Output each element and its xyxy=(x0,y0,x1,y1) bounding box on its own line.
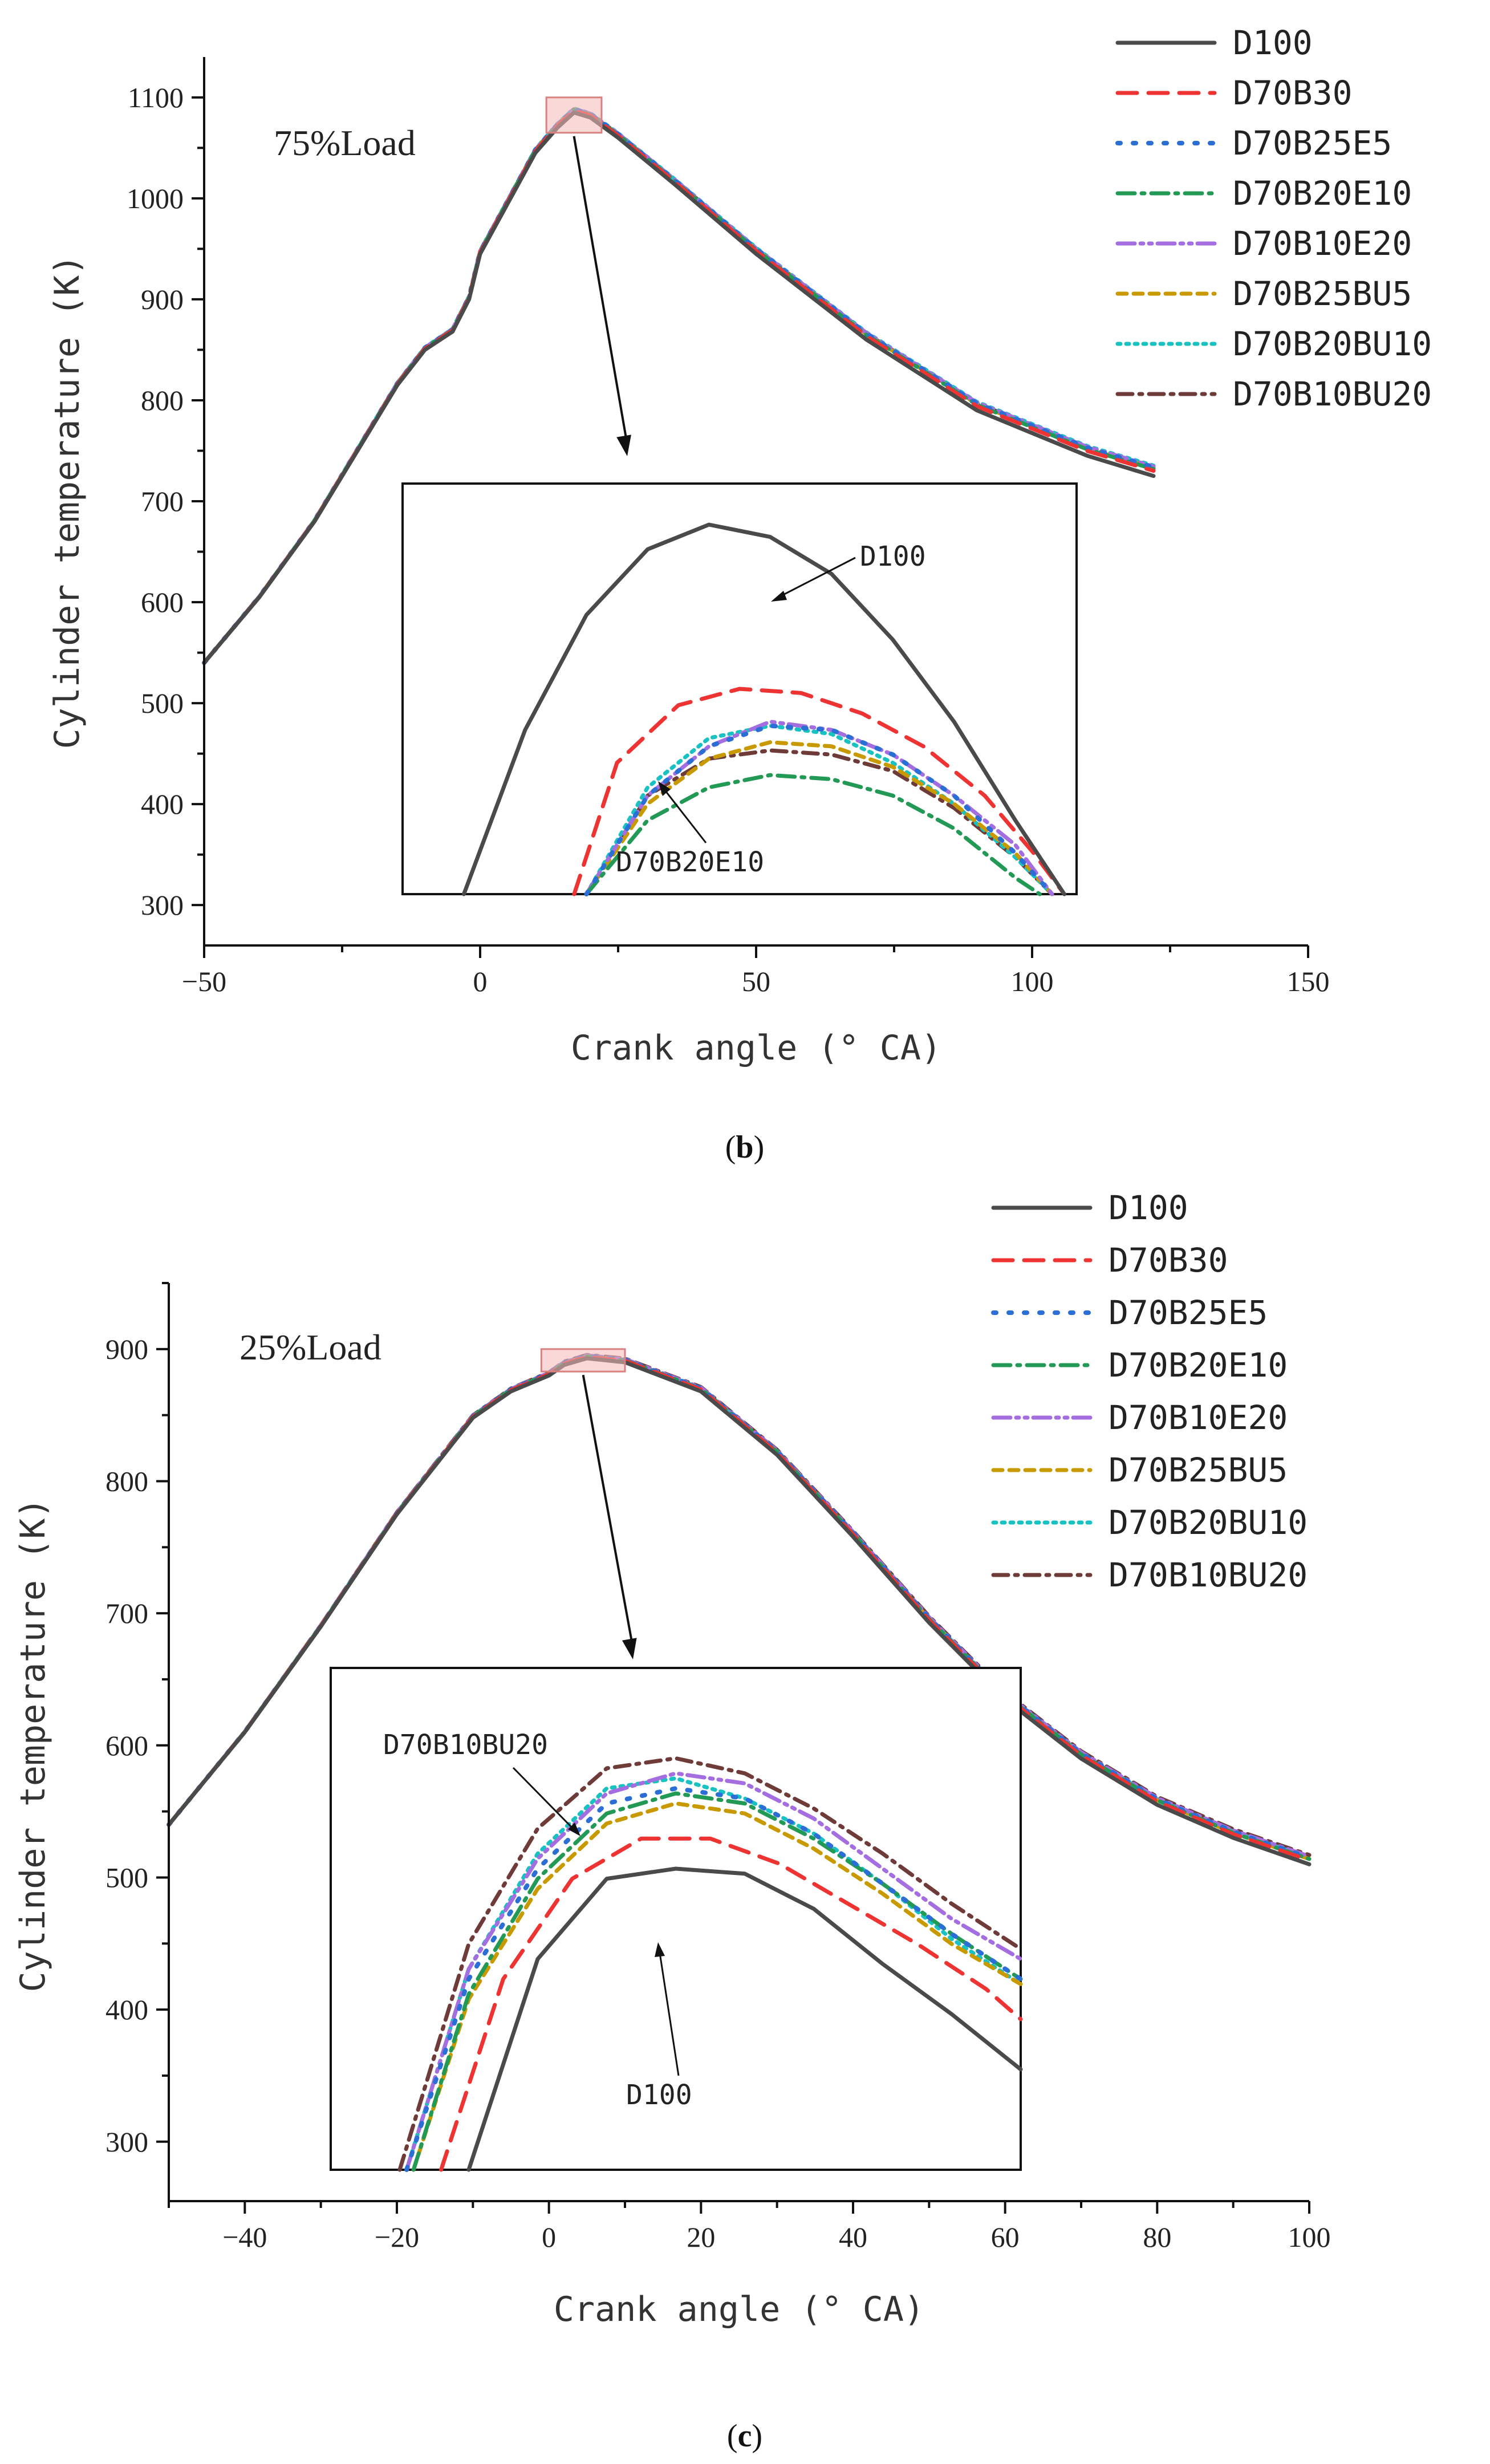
panel-c-inset-series-d100 xyxy=(466,1866,1023,2172)
panel-c-x-tick-label: 100 xyxy=(1288,2221,1331,2253)
panel-c-y-tick-label: 800 xyxy=(105,1465,148,1497)
panel-c-inset-pointer-d70b10bu20-head xyxy=(568,1822,580,1836)
panel-c-x-tick-label: 60 xyxy=(991,2221,1020,2253)
panel-c-y-tick-label: 900 xyxy=(105,1333,148,1365)
panel-b-y-tick-label: 1100 xyxy=(128,82,184,113)
panel-c-zoom-highlight xyxy=(540,1348,626,1373)
panel-b-inset-series-d70b10bu20 xyxy=(584,748,1054,896)
panel-c-inset-series-lines xyxy=(397,1756,1023,2172)
panel-c-inset-series-d70b10bu20 xyxy=(397,1756,1023,2172)
panel-c-x-tick-label: 20 xyxy=(687,2221,715,2253)
panel-c-inset-pointer-d100 xyxy=(658,1949,680,2076)
panel-c-legend-label-d100: D100 xyxy=(1109,1188,1188,1227)
panel-c-inset-series-d70b25e5 xyxy=(404,1786,1023,2172)
panel-c-legend-label-d70b10e20: D70B10E20 xyxy=(1109,1398,1288,1437)
panel-c-y-tick-label: 400 xyxy=(105,1994,148,2025)
panel-b-x-tick-label: 0 xyxy=(473,965,488,997)
panel-c-x-tick-label: 0 xyxy=(542,2221,556,2253)
panel-b-x-ticks: −50 0 50 100 150 xyxy=(182,945,1330,997)
panel-b-legend-label-d70b10bu20: D70B10BU20 xyxy=(1233,375,1432,413)
panel-b-y-tick-label: 900 xyxy=(141,283,184,315)
panel-c-x-tick-label: 40 xyxy=(839,2221,867,2253)
panel-c-x-tick-label: 80 xyxy=(1143,2221,1171,2253)
panel-c-legend-label-d70b10bu20: D70B10BU20 xyxy=(1109,1556,1308,1594)
panel-b-y-axis-title: Cylinder temperature (K) xyxy=(47,255,87,749)
panel-b-inset-series-d70b30 xyxy=(572,687,1066,896)
panel-b-y-ticks: 300 400 500 600 700 800 900 1000 1100 xyxy=(127,82,204,921)
panel-c-inset-label-d70b10bu20: D70B10BU20 xyxy=(383,1729,548,1761)
panel-c-x-tick-label: −40 xyxy=(222,2221,267,2253)
panel-b-chart: −50 0 50 100 150 300 400 500 600 700 800 900 1000 11… xyxy=(47,23,1432,1165)
panel-b-inset-pointer-d100 xyxy=(775,557,856,600)
panel-c-inset-pointer-d70b10bu20 xyxy=(512,1767,577,1833)
panel-c-inset-label-d100: D100 xyxy=(626,2079,692,2111)
panel-b-legend-label-d70b25e5: D70B25E5 xyxy=(1233,124,1392,163)
panel-b-inset-pointer-d100-head xyxy=(771,591,787,602)
panel-b-y-tick-label: 300 xyxy=(141,889,184,921)
panel-b-load-label: 75%Load xyxy=(274,123,416,163)
panel-b-inset-series-d100 xyxy=(462,522,1066,896)
panel-c-legend: D100 D70B30 D70B25E5 D70B20E10 D70B10E20 D70B… xyxy=(991,1188,1308,1594)
panel-b-x-tick-label: 50 xyxy=(742,965,770,997)
panel-b-legend-label-d70b20bu10: D70B20BU10 xyxy=(1233,324,1432,363)
panel-c-y-tick-label: 600 xyxy=(105,1730,148,1761)
panel-b-x-tick-label: −50 xyxy=(182,965,226,997)
panel-b-inset-series-lines xyxy=(462,522,1066,896)
panel-b-y-tick-label: 800 xyxy=(141,384,184,416)
panel-c-legend-label-d70b25bu5: D70B25BU5 xyxy=(1109,1451,1288,1489)
panel-c-x-tick-label: −20 xyxy=(375,2221,419,2253)
panel-c-inset-series-d70b25bu5 xyxy=(411,1801,1023,2172)
panel-b-inset-series-d70b20bu10 xyxy=(584,724,1054,896)
panel-c-y-tick-label: 700 xyxy=(105,1597,148,1629)
panel-b-legend-label-d100: D100 xyxy=(1233,23,1313,62)
panel-b-legend: D100 D70B30 D70B25E5 D70B20E10 D70B10E20 D70B… xyxy=(1115,23,1432,413)
panel-b-series-d100 xyxy=(202,110,1156,665)
panel-b-inset-series-d70b25e5 xyxy=(584,723,1054,896)
panel-c-inset-frame xyxy=(330,1667,1022,2171)
panel-b-y-tick-label: 400 xyxy=(141,788,184,820)
panel-b-caption: (b) xyxy=(725,1130,764,1165)
panel-b-legend-label-d70b25bu5: D70B25BU5 xyxy=(1233,274,1412,313)
panel-c-legend-label-d70b20e10: D70B20E10 xyxy=(1109,1346,1288,1385)
panel-b-y-tick-label: 700 xyxy=(141,485,184,517)
panel-b-legend-label-d70b10e20: D70B10E20 xyxy=(1233,224,1412,263)
panel-c-y-tick-label: 300 xyxy=(105,2126,148,2158)
panel-b-inset-label-d70b20e10: D70B20E10 xyxy=(616,846,764,878)
panel-c-caption: (c) xyxy=(727,2418,762,2454)
panel-c-legend-label-d70b30: D70B30 xyxy=(1109,1241,1228,1280)
panel-c-y-axis-title: Cylinder temperature (K) xyxy=(13,1498,53,1992)
panel-c-inset-series-d70b30 xyxy=(439,1836,1023,2172)
panel-c-legend-label-d70b20bu10: D70B20BU10 xyxy=(1109,1503,1308,1542)
panel-b-zoom-highlight xyxy=(545,96,603,134)
panel-b-legend-label-d70b20e10: D70B20E10 xyxy=(1233,174,1412,213)
panel-b-legend-label-d70b30: D70B30 xyxy=(1233,74,1353,112)
panel-b-series-lines xyxy=(202,106,1156,665)
panel-c-zoom-arrowhead xyxy=(622,1638,637,1659)
panel-c-load-label: 25%Load xyxy=(239,1327,381,1367)
panel-b-y-tick-label: 500 xyxy=(141,687,184,719)
panel-b-inset-series-d70b20e10 xyxy=(584,773,1042,896)
panel-c-chart: −40 −20 0 20 40 60 80 100 300 400 500 600 700 800 900… xyxy=(13,1188,1331,2454)
panel-b-x-axis-title: Crank angle (° CA) xyxy=(571,1028,941,1068)
panel-b-zoom-arrowhead xyxy=(616,435,631,456)
panel-c-zoom-arrow xyxy=(582,1374,634,1649)
panel-b-inset-pointer-d70b20e10 xyxy=(660,785,707,843)
panel-b-inset-label-d100: D100 xyxy=(860,541,926,573)
panel-b-inset-pointer-d70b20e10-head xyxy=(658,781,671,796)
panel-b-y-tick-label: 600 xyxy=(141,586,184,618)
panel-c-x-ticks: −40 −20 0 20 40 60 80 100 xyxy=(168,2201,1331,2253)
panel-b-zoom-arrow xyxy=(573,136,628,445)
panel-c-x-axis-title: Crank angle (° CA) xyxy=(554,2290,924,2329)
panel-b-y-tick-label: 1000 xyxy=(127,182,184,214)
panel-c-y-ticks: 300 400 500 600 700 800 900 xyxy=(105,1282,169,2158)
panel-b-x-tick-label: 150 xyxy=(1287,965,1330,997)
panel-c-y-tick-label: 500 xyxy=(105,1861,148,1893)
panel-b-x-tick-label: 100 xyxy=(1011,965,1054,997)
panel-c-inset-pointer-d100-head xyxy=(655,1942,665,1957)
panel-c-legend-label-d70b25e5: D70B25E5 xyxy=(1109,1293,1268,1332)
panel-c-inset-series-d70b10e20 xyxy=(404,1771,1023,2172)
